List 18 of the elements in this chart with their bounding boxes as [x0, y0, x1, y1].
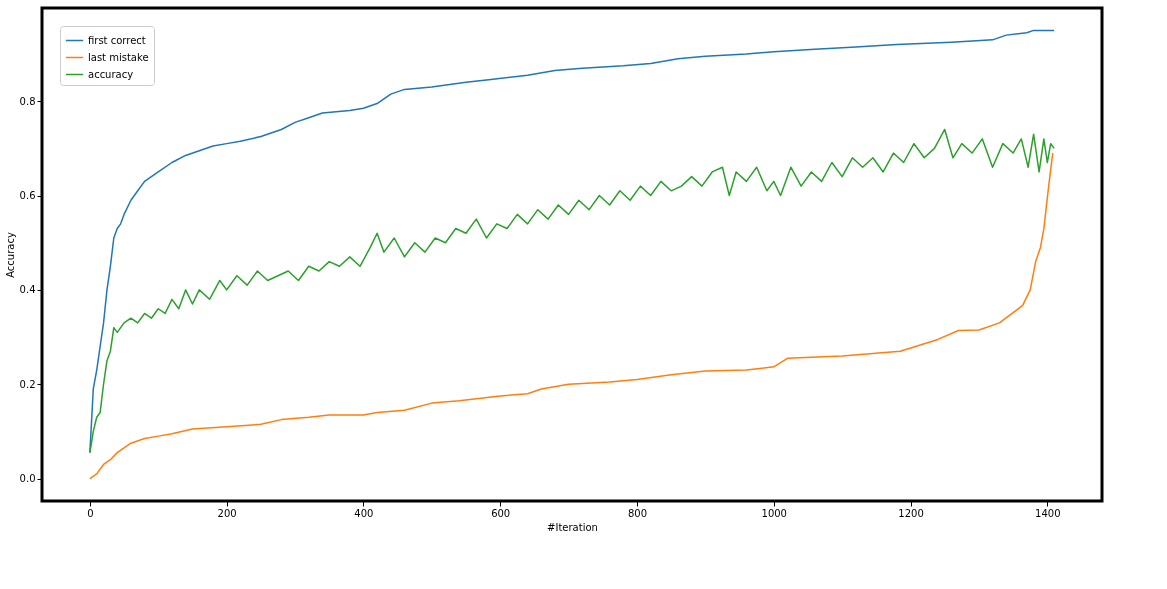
x-tick-label: 0	[87, 507, 94, 519]
x-tick-label: 1400	[1035, 507, 1061, 519]
x-tick-label: 800	[627, 507, 648, 519]
x-tick-label: 400	[354, 507, 374, 519]
y-tick-label: 0.6	[19, 190, 36, 202]
y-tick-label: 0.8	[19, 95, 36, 107]
y-tick-label: 0.2	[19, 378, 36, 390]
legend-label: accuracy	[88, 68, 134, 80]
y-axis-title: Accuracy	[4, 232, 16, 278]
legend-label: first correct	[88, 34, 146, 46]
y-tick-label: 0.4	[19, 284, 36, 296]
legend-label: last mistake	[88, 51, 149, 63]
x-tick-label: 1200	[898, 507, 924, 519]
x-tick-label: 1000	[761, 507, 787, 519]
x-tick-label: 200	[217, 507, 237, 519]
x-tick-label: 600	[491, 507, 511, 519]
y-tick-label: 0.0	[19, 473, 36, 485]
x-axis-title: #Iteration	[547, 521, 598, 533]
